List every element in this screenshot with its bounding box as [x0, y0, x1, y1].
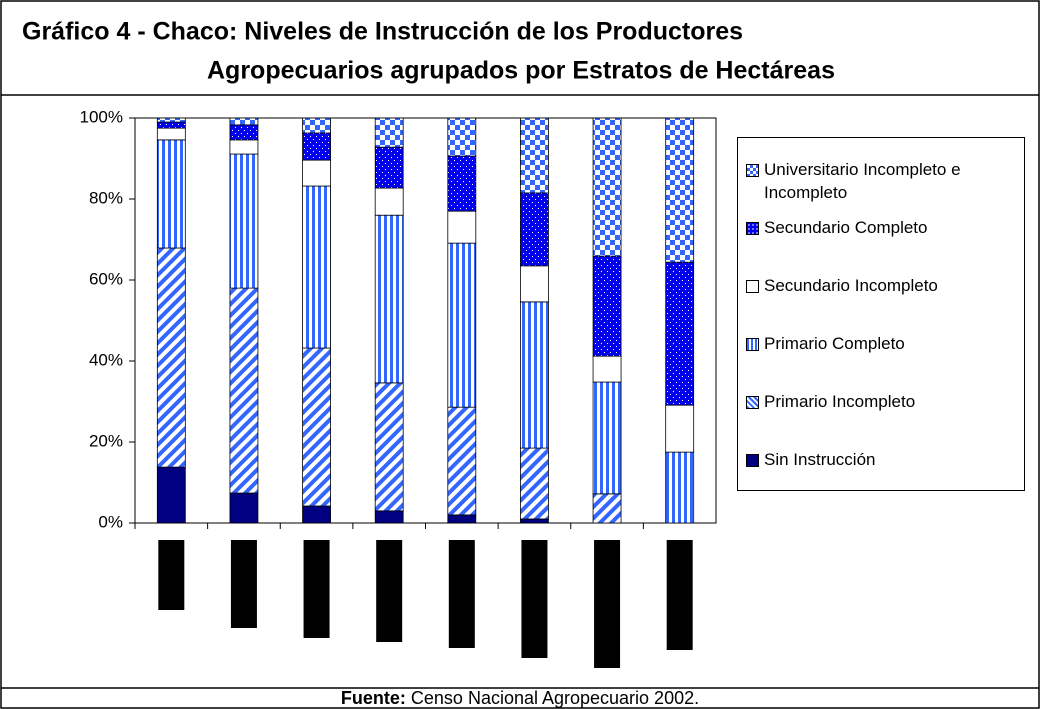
bar-segment [229, 287, 259, 494]
bar-segment [520, 301, 549, 449]
legend-item: Primario Completo [746, 332, 1018, 355]
bar-segment [374, 187, 404, 216]
bar-segment [374, 146, 404, 189]
bar-segment [229, 153, 259, 289]
y-tick-label: 100% [80, 107, 123, 126]
y-tick-label: 20% [89, 431, 123, 450]
legend-swatch [746, 454, 759, 467]
redacted-label [376, 540, 403, 642]
bar-segment [665, 451, 695, 524]
redacted-label [158, 540, 185, 610]
legend-item: Secundario Incompleto [746, 274, 1018, 297]
legend-item: Sin Instrucción [746, 448, 1018, 471]
chart-title: Gráfico 4 - Chaco: Niveles de Instrucció… [22, 18, 743, 46]
bar-segment [520, 265, 549, 303]
bar-segment [302, 347, 331, 507]
bar-segment [374, 214, 404, 384]
redacted-label [594, 540, 621, 668]
bar-segment [374, 510, 404, 524]
bar-segment [665, 117, 695, 263]
bar-segment [520, 447, 549, 520]
bar-segment [374, 117, 404, 148]
bar-segment [302, 185, 331, 349]
y-tick-label: 80% [89, 188, 123, 207]
bar-segment [229, 124, 259, 141]
y-tick-label: 60% [89, 269, 123, 288]
bar-segment [592, 255, 622, 357]
legend-swatch [746, 164, 759, 177]
bar-segment [447, 117, 477, 157]
bar-segment [302, 159, 331, 187]
bar-segment [374, 382, 404, 512]
redacted-label [521, 540, 548, 658]
bar-segment [520, 192, 549, 267]
source-text: Censo Nacional Agropecuario 2002. [410, 688, 700, 708]
source: Fuente: Censo Nacional Agropecuario 2002… [0, 688, 1040, 709]
bar-segment [156, 117, 186, 123]
bar-segment [229, 492, 259, 524]
legend-swatch [746, 280, 759, 293]
bar-segment [520, 518, 549, 524]
bar-segment [592, 381, 622, 495]
legend-item: Primario Incompleto [746, 390, 1018, 413]
bar-segment [156, 247, 186, 468]
redacted-label [303, 540, 330, 638]
legend-label: Sin Instrucción [764, 450, 876, 469]
legend: Universitario Incompleto e Incompleto Sec… [737, 137, 1025, 491]
redacted-label [230, 540, 257, 628]
bar-segment [156, 127, 186, 141]
legend-swatch [746, 222, 759, 235]
legend-label: Primario Completo [764, 334, 905, 353]
legend-label: Primario Incompleto [764, 392, 916, 411]
legend-item: Universitario Incompleto e Incompleto [746, 158, 1018, 204]
bar-segment [229, 139, 259, 155]
bar-segment [447, 514, 477, 524]
bar-segment [447, 406, 477, 516]
bar-segment [592, 355, 622, 383]
bar-segment [665, 261, 695, 406]
redacted-label [666, 540, 693, 650]
bar-segment [665, 404, 695, 453]
bar-segment [592, 117, 622, 257]
bar-segment [592, 493, 622, 524]
legend-item: Secundario Completo [746, 216, 1018, 239]
source-label: Fuente: [340, 688, 406, 708]
bar-segment [447, 210, 477, 244]
legend-swatch [746, 338, 759, 351]
bar-segment [156, 466, 186, 524]
legend-label: Universitario Incompleto e Incompleto [764, 160, 961, 202]
bar-segment [520, 117, 549, 194]
bar-segment [447, 155, 477, 212]
legend-label: Secundario Completo [764, 218, 928, 237]
bar-segment [156, 121, 186, 129]
y-tick-label: 40% [89, 350, 123, 369]
bar-segment [229, 117, 259, 126]
legend-label: Secundario Incompleto [764, 276, 938, 295]
bar-segment [156, 139, 186, 249]
bar-segment [302, 505, 331, 524]
bar-segment [302, 117, 331, 134]
legend-swatch [746, 396, 759, 409]
bar-segment [302, 132, 331, 161]
chart-title: Agropecuarios agrupados por Estratos de … [207, 57, 835, 85]
redacted-label [448, 540, 475, 648]
bar-segment [447, 242, 477, 408]
y-tick-label: 0% [98, 512, 123, 531]
